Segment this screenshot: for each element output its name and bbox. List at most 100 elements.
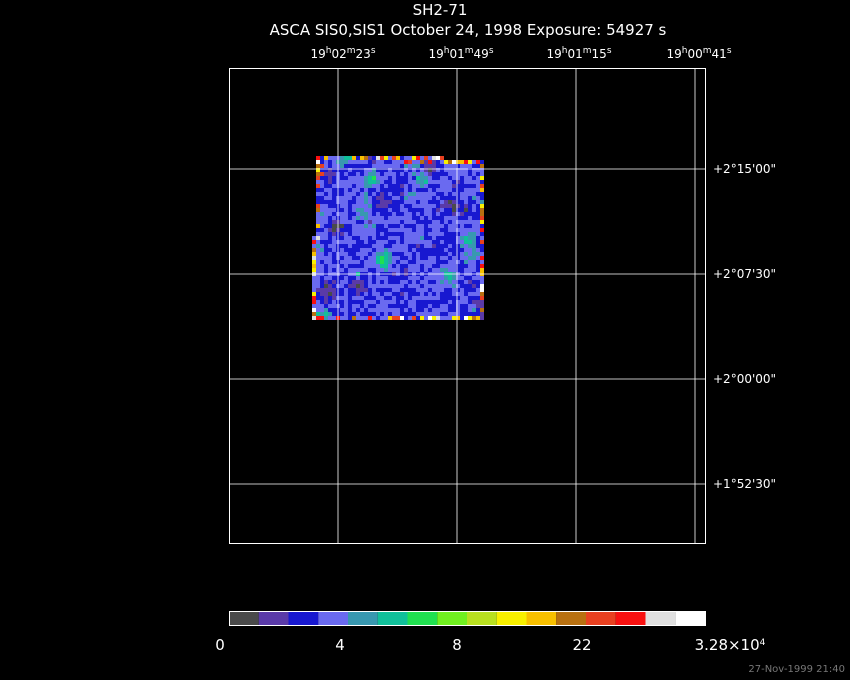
pixel (324, 308, 328, 312)
pixel (324, 216, 328, 220)
pixel (444, 296, 448, 300)
pixel (440, 220, 444, 224)
pixel (368, 216, 372, 220)
pixel (380, 164, 384, 168)
pixel (392, 168, 396, 172)
pixel (400, 316, 404, 320)
pixel (380, 252, 384, 256)
pixel (448, 212, 452, 216)
pixel (316, 180, 320, 184)
pixel (416, 236, 420, 240)
pixel (332, 180, 336, 184)
pixel (332, 176, 336, 180)
pixel (428, 276, 432, 280)
pixel (444, 188, 448, 192)
pixel (404, 284, 408, 288)
pixel (416, 268, 420, 272)
colorbar-label: 22 (572, 636, 591, 654)
pixel (456, 176, 460, 180)
pixel (380, 156, 384, 160)
pixel (412, 268, 416, 272)
pixel (424, 220, 428, 224)
pixel (412, 284, 416, 288)
pixel (364, 232, 368, 236)
pixel (424, 200, 428, 204)
pixel (476, 248, 480, 252)
pixel (368, 288, 372, 292)
pixel (328, 304, 332, 308)
pixel (316, 228, 320, 232)
pixel (364, 276, 368, 280)
pixel (416, 296, 420, 300)
pixel (320, 204, 324, 208)
superscript: 4 (760, 638, 766, 648)
pixel (468, 180, 472, 184)
pixel (456, 264, 460, 268)
pixel (372, 240, 376, 244)
pixel (404, 212, 408, 216)
pixel (360, 212, 364, 216)
pixel (404, 260, 408, 264)
pixel (332, 172, 336, 176)
pixel (480, 260, 484, 264)
pixel (456, 220, 460, 224)
pixel (472, 220, 476, 224)
pixel (416, 280, 420, 284)
pixel (452, 224, 456, 228)
pixel (384, 188, 388, 192)
pixel (408, 168, 412, 172)
pixel (404, 196, 408, 200)
pixel (472, 304, 476, 308)
colorbar-swatch (229, 611, 259, 625)
pixel (344, 176, 348, 180)
pixel (448, 172, 452, 176)
pixel (392, 252, 396, 256)
pixel (404, 192, 408, 196)
pixel (396, 256, 400, 260)
pixel (452, 204, 456, 208)
pixel (468, 212, 472, 216)
pixel (448, 208, 452, 212)
pixel (444, 212, 448, 216)
pixel (368, 316, 372, 320)
pixel (376, 188, 380, 192)
pixel (480, 188, 484, 192)
pixel (448, 300, 452, 304)
pixel (408, 212, 412, 216)
pixel (436, 252, 440, 256)
superscript: s (489, 46, 494, 56)
pixel (320, 248, 324, 252)
pixel (440, 208, 444, 212)
pixel (360, 264, 364, 268)
pixel (440, 304, 444, 308)
pixel (364, 204, 368, 208)
pixel (476, 300, 480, 304)
pixel (384, 280, 388, 284)
pixel (432, 260, 436, 264)
pixel (340, 196, 344, 200)
pixel (476, 276, 480, 280)
pixel (480, 164, 484, 168)
pixel (388, 188, 392, 192)
pixel (324, 252, 328, 256)
pixel (432, 284, 436, 288)
pixel (440, 176, 444, 180)
label-part: 00 (687, 47, 702, 61)
pixel (392, 196, 396, 200)
pixel (380, 160, 384, 164)
colorbar-swatch (348, 611, 378, 625)
pixel (388, 236, 392, 240)
pixel (328, 300, 332, 304)
pixel (324, 196, 328, 200)
pixel (372, 228, 376, 232)
pixel (412, 216, 416, 220)
pixel (360, 288, 364, 292)
pixel (316, 312, 320, 316)
pixel (348, 236, 352, 240)
pixel (316, 224, 320, 228)
pixel (444, 216, 448, 220)
pixel (380, 276, 384, 280)
pixel (364, 216, 368, 220)
pixel (476, 288, 480, 292)
pixel (380, 188, 384, 192)
